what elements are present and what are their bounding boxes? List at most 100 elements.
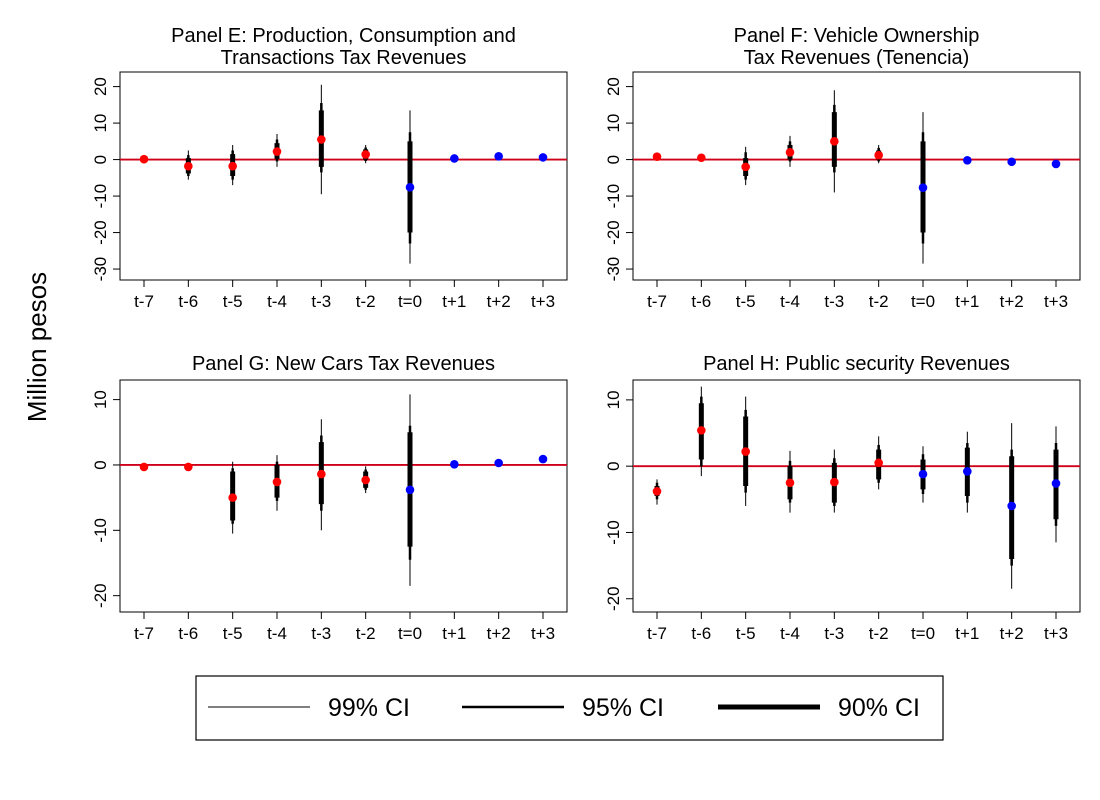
x-tick-label: t-4: [267, 292, 287, 311]
y-tick-label: 0: [604, 155, 623, 164]
y-tick-label: 10: [91, 114, 110, 133]
y-tick-label: -30: [604, 257, 623, 282]
y-axis-label: Million pesos: [22, 272, 52, 422]
y-tick-label: -10: [604, 520, 623, 545]
point-estimate: [317, 469, 326, 479]
x-tick-label: t+1: [955, 292, 979, 311]
x-tick-label: t+2: [487, 292, 511, 311]
y-tick-label: -10: [91, 518, 110, 543]
point-estimate: [963, 467, 972, 476]
x-tick-label: t-3: [311, 624, 331, 643]
point-estimate: [494, 151, 503, 161]
point-estimate: [538, 153, 548, 162]
plot-frame: [119, 71, 568, 281]
x-tick-label: t+2: [1000, 292, 1024, 311]
x-tick-label: t-3: [824, 292, 844, 311]
point-estimate: [184, 462, 193, 472]
point-estimate: [830, 137, 839, 146]
point-estimate: [652, 152, 662, 161]
x-tick-label: t=0: [911, 624, 935, 643]
point-estimate: [139, 462, 149, 472]
x-tick-label: t=0: [398, 624, 422, 643]
legend-label: 95% CI: [582, 694, 664, 722]
point-estimate: [139, 154, 149, 164]
x-tick-label: t=0: [911, 292, 935, 311]
x-tick-label: t+2: [487, 624, 511, 643]
point-estimate: [361, 475, 370, 485]
y-tick-label: 0: [91, 460, 110, 469]
point-estimate: [918, 183, 928, 192]
point-estimate: [405, 183, 415, 192]
legend-box: [195, 675, 944, 741]
y-tick-label: 20: [604, 77, 623, 96]
y-tick-label: 0: [604, 461, 623, 470]
legend: 99% CI 95% CI 90% CI: [195, 675, 944, 741]
panel-title-line: Transactions Tax Revenues: [221, 47, 467, 69]
x-tick-label: t+2: [1000, 624, 1024, 643]
x-tick-label: t+3: [1044, 624, 1068, 643]
x-tick-label: t-6: [691, 292, 711, 311]
point-estimate: [1007, 501, 1016, 511]
point-estimate: [1007, 157, 1016, 167]
x-tick-label: t-6: [691, 624, 711, 643]
point-estimate: [272, 147, 282, 156]
panel-title-line: Panel E: Production, Consumption and: [171, 25, 516, 47]
x-tick-label: t+3: [1044, 292, 1068, 311]
point-estimate: [272, 477, 282, 487]
x-tick-label: t-7: [134, 292, 154, 311]
point-estimate: [1051, 159, 1061, 169]
x-tick-label: t=0: [398, 292, 422, 311]
x-tick-label: t-2: [356, 624, 376, 643]
plot-frame: [119, 379, 568, 613]
y-tick-label: -30: [91, 257, 110, 282]
panel-2: Panel G: New Cars Tax Revenues 10 0 -10 -20 t…: [91, 353, 568, 643]
point-estimate: [1051, 479, 1061, 488]
y-tick-label: 10: [91, 390, 110, 409]
x-tick-label: t-3: [311, 292, 331, 311]
point-estimate: [405, 485, 415, 495]
point-estimate: [361, 150, 370, 159]
point-estimate: [741, 447, 750, 456]
x-tick-label: t-5: [736, 624, 756, 643]
x-tick-label: t-3: [824, 624, 844, 643]
y-tick-label: -20: [91, 583, 110, 608]
point-estimate: [450, 154, 459, 163]
point-estimate: [785, 478, 795, 488]
y-tick-label: 20: [91, 77, 110, 96]
panel-title-line: Panel H: Public security Revenues: [703, 353, 1010, 375]
x-tick-label: t-2: [869, 292, 889, 311]
point-estimate: [494, 458, 503, 468]
panel-title-line: Panel F: Vehicle Ownership: [734, 25, 980, 47]
panel-title-line: Panel G: New Cars Tax Revenues: [192, 353, 495, 375]
y-tick-label: 0: [91, 155, 110, 164]
point-estimate: [785, 147, 795, 157]
point-estimate: [317, 135, 326, 144]
x-tick-label: t-6: [178, 624, 198, 643]
y-tick-label: -10: [604, 184, 623, 209]
plot-frame: [632, 379, 1081, 613]
x-tick-label: t-5: [223, 292, 243, 311]
y-tick-label: -20: [604, 586, 623, 611]
legend-label: 90% CI: [838, 694, 920, 722]
plot-frame: [632, 71, 1081, 281]
panel-title-line: Tax Revenues (Tenencia): [744, 47, 970, 69]
point-estimate: [830, 477, 839, 487]
x-tick-label: t+3: [531, 624, 555, 643]
point-estimate: [450, 460, 459, 469]
x-tick-label: t+1: [442, 624, 466, 643]
x-tick-label: t-6: [178, 292, 198, 311]
point-estimate: [228, 493, 237, 502]
x-tick-label: t-2: [869, 624, 889, 643]
y-tick-label: 10: [604, 114, 623, 133]
y-tick-label: -20: [604, 220, 623, 245]
x-tick-label: t-5: [223, 624, 243, 643]
x-tick-label: t-5: [736, 292, 756, 311]
x-tick-label: t-7: [134, 624, 154, 643]
point-estimate: [228, 161, 237, 171]
x-tick-label: t+3: [531, 292, 555, 311]
panel-0: Panel E: Production, Consumption andTran…: [91, 25, 568, 311]
point-estimate: [874, 458, 883, 468]
y-tick-label: -10: [91, 184, 110, 209]
